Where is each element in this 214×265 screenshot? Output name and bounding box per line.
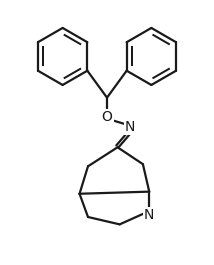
Text: N: N — [144, 208, 155, 222]
Text: O: O — [102, 110, 112, 124]
Text: N: N — [125, 120, 135, 134]
